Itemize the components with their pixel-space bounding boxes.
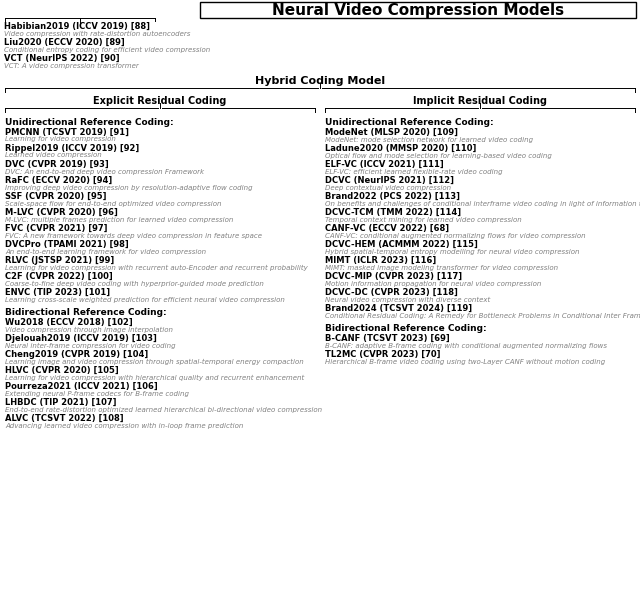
Text: DCVC-DC (CVPR 2023) [118]: DCVC-DC (CVPR 2023) [118] bbox=[325, 288, 458, 297]
Text: Ladune2020 (MMSP 2020) [110]: Ladune2020 (MMSP 2020) [110] bbox=[325, 144, 476, 153]
Text: VCT: A video compression transformer: VCT: A video compression transformer bbox=[4, 63, 139, 69]
Text: Advancing learned video compression with in-loop frame prediction: Advancing learned video compression with… bbox=[5, 422, 243, 429]
Text: ModeNet: mode selection network for learned video coding: ModeNet: mode selection network for lear… bbox=[325, 136, 533, 142]
Text: Conditional entropy coding for efficient video compression: Conditional entropy coding for efficient… bbox=[4, 47, 211, 53]
Text: VCT (NeurIPS 2022) [90]: VCT (NeurIPS 2022) [90] bbox=[4, 54, 120, 63]
Text: Learning image and video compression through spatial-temporal energy compaction: Learning image and video compression thr… bbox=[5, 359, 304, 365]
Text: Wu2018 (ECCV 2018) [102]: Wu2018 (ECCV 2018) [102] bbox=[5, 318, 132, 327]
Text: FVC (CVPR 2021) [97]: FVC (CVPR 2021) [97] bbox=[5, 224, 108, 233]
Text: Learning cross-scale weighted prediction for efficient neural video compression: Learning cross-scale weighted prediction… bbox=[5, 297, 285, 303]
Text: Hierarchical B-frame video coding using two-Layer CANF without motion coding: Hierarchical B-frame video coding using … bbox=[325, 359, 605, 365]
Text: B-CANF (TCSVT 2023) [69]: B-CANF (TCSVT 2023) [69] bbox=[325, 334, 450, 343]
Text: Deep contextual video compression: Deep contextual video compression bbox=[325, 184, 451, 190]
Text: Neural inter-frame compression for video coding: Neural inter-frame compression for video… bbox=[5, 343, 175, 349]
Text: MIMT (ICLR 2023) [116]: MIMT (ICLR 2023) [116] bbox=[325, 256, 436, 265]
Text: B-CANF: adaptive B-frame coding with conditional augmented normalizing flows: B-CANF: adaptive B-frame coding with con… bbox=[325, 343, 607, 349]
Text: DCVC-HEM (ACMMM 2022) [115]: DCVC-HEM (ACMMM 2022) [115] bbox=[325, 240, 478, 249]
Text: Explicit Residual Coding: Explicit Residual Coding bbox=[93, 96, 227, 106]
Text: Brand2022 (PCS 2022) [113]: Brand2022 (PCS 2022) [113] bbox=[325, 192, 460, 201]
Text: ELF-VC (ICCV 2021) [111]: ELF-VC (ICCV 2021) [111] bbox=[325, 160, 444, 169]
Text: C2F (CVPR 2022) [100]: C2F (CVPR 2022) [100] bbox=[5, 272, 113, 281]
Text: DCVC-MIP (CVPR 2023) [117]: DCVC-MIP (CVPR 2023) [117] bbox=[325, 272, 462, 281]
Text: M-LVC (CVPR 2020) [96]: M-LVC (CVPR 2020) [96] bbox=[5, 208, 118, 217]
Text: RaFC (ECCV 2020) [94]: RaFC (ECCV 2020) [94] bbox=[5, 176, 112, 185]
Text: Implicit Residual Coding: Implicit Residual Coding bbox=[413, 96, 547, 106]
Text: Motion information propagation for neural video compression: Motion information propagation for neura… bbox=[325, 281, 541, 287]
Text: ELF-VC: efficient learned flexible-rate video coding: ELF-VC: efficient learned flexible-rate … bbox=[325, 168, 502, 174]
FancyBboxPatch shape bbox=[200, 2, 636, 18]
Text: Rippel2019 (ICCV 2019) [92]: Rippel2019 (ICCV 2019) [92] bbox=[5, 144, 140, 153]
Text: Habibian2019 (ICCV 2019) [88]: Habibian2019 (ICCV 2019) [88] bbox=[4, 22, 150, 31]
Text: DVC (CVPR 2019) [93]: DVC (CVPR 2019) [93] bbox=[5, 160, 109, 169]
Text: Video compression through image interpolation: Video compression through image interpol… bbox=[5, 327, 173, 333]
Text: ALVC (TCSVT 2022) [108]: ALVC (TCSVT 2022) [108] bbox=[5, 414, 124, 423]
Text: An end-to-end learning framework for video compression: An end-to-end learning framework for vid… bbox=[5, 249, 206, 255]
Text: ModeNet (MLSP 2020) [109]: ModeNet (MLSP 2020) [109] bbox=[325, 128, 458, 137]
Text: Unidirectional Reference Coding:: Unidirectional Reference Coding: bbox=[325, 118, 493, 127]
Text: Scale-space flow for end-to-end optimized video compression: Scale-space flow for end-to-end optimize… bbox=[5, 201, 221, 206]
Text: DVC: An end-to-end deep video compression Framework: DVC: An end-to-end deep video compressio… bbox=[5, 168, 204, 174]
Text: Unidirectional Reference Coding:: Unidirectional Reference Coding: bbox=[5, 118, 173, 127]
Text: HLVC (CVPR 2020) [105]: HLVC (CVPR 2020) [105] bbox=[5, 366, 119, 375]
Text: Optical flow and mode selection for learning-based video coding: Optical flow and mode selection for lear… bbox=[325, 152, 552, 158]
Text: End-to-end rate-distortion optimized learned hierarchical bi-directional video c: End-to-end rate-distortion optimized lea… bbox=[5, 406, 322, 413]
Text: Learned video compression: Learned video compression bbox=[5, 152, 102, 158]
Text: DCVC (NeurIPS 2021) [112]: DCVC (NeurIPS 2021) [112] bbox=[325, 176, 454, 185]
Text: CANF-VC: conditional augmented normalizing flows for video compression: CANF-VC: conditional augmented normalizi… bbox=[325, 233, 586, 239]
Text: Coarse-to-fine deep video coding with hyperprior-guided mode prediction: Coarse-to-fine deep video coding with hy… bbox=[5, 281, 264, 287]
Text: Learning for video compression: Learning for video compression bbox=[5, 136, 116, 142]
Text: SSF (CVPR 2020) [95]: SSF (CVPR 2020) [95] bbox=[5, 192, 106, 201]
Text: LHBDC (TIP 2021) [107]: LHBDC (TIP 2021) [107] bbox=[5, 398, 116, 407]
Text: MIMT: masked image modeling transformer for video compression: MIMT: masked image modeling transformer … bbox=[325, 265, 558, 271]
Text: RLVC (JSTSP 2021) [99]: RLVC (JSTSP 2021) [99] bbox=[5, 256, 115, 265]
Text: ENVC (TIP 2023) [101]: ENVC (TIP 2023) [101] bbox=[5, 288, 110, 297]
Text: PMCNN (TCSVT 2019) [91]: PMCNN (TCSVT 2019) [91] bbox=[5, 128, 129, 137]
Text: Learning for video compression with hierarchical quality and recurrent enhanceme: Learning for video compression with hier… bbox=[5, 375, 304, 381]
Text: Video compression with rate-distortion autoencoders: Video compression with rate-distortion a… bbox=[4, 31, 190, 37]
Text: Pourreza2021 (ICCV 2021) [106]: Pourreza2021 (ICCV 2021) [106] bbox=[5, 382, 157, 391]
Text: Improving deep video compression by resolution-adaptive flow coding: Improving deep video compression by reso… bbox=[5, 184, 253, 190]
Text: TL2MC (CVPR 2023) [70]: TL2MC (CVPR 2023) [70] bbox=[325, 350, 440, 359]
Text: Djelouah2019 (ICCV 2019) [103]: Djelouah2019 (ICCV 2019) [103] bbox=[5, 334, 157, 343]
Text: Conditional Residual Coding: A Remedy for Bottleneck Problems in Conditional Int: Conditional Residual Coding: A Remedy fo… bbox=[325, 313, 640, 319]
Text: DCVC-TCM (TMM 2022) [114]: DCVC-TCM (TMM 2022) [114] bbox=[325, 208, 461, 217]
Text: CANF-VC (ECCV 2022) [68]: CANF-VC (ECCV 2022) [68] bbox=[325, 224, 449, 233]
Text: Liu2020 (ECCV 2020) [89]: Liu2020 (ECCV 2020) [89] bbox=[4, 38, 125, 47]
Text: Hybrid spatial-temporal entropy modelling for neural video compression: Hybrid spatial-temporal entropy modellin… bbox=[325, 249, 579, 255]
Text: M-LVC: multiple frames prediction for learned video compression: M-LVC: multiple frames prediction for le… bbox=[5, 217, 234, 223]
Text: Learning for video compression with recurrent auto-Encoder and recurrent probabi: Learning for video compression with recu… bbox=[5, 265, 308, 271]
Text: On benefits and challenges of conditional interframe video coding in light of in: On benefits and challenges of conditiona… bbox=[325, 201, 640, 206]
Text: Cheng2019 (CVPR 2019) [104]: Cheng2019 (CVPR 2019) [104] bbox=[5, 350, 148, 359]
Text: Hybrid Coding Model: Hybrid Coding Model bbox=[255, 76, 385, 86]
Text: FVC: A new framework towards deep video compression in feature space: FVC: A new framework towards deep video … bbox=[5, 233, 262, 239]
Text: Bidirectional Reference Coding:: Bidirectional Reference Coding: bbox=[325, 324, 486, 333]
Text: Brand2024 (TCSVT 2024) [119]: Brand2024 (TCSVT 2024) [119] bbox=[325, 304, 472, 313]
Text: Neural video compression with diverse context: Neural video compression with diverse co… bbox=[325, 297, 490, 303]
Text: Neural Video Compression Models: Neural Video Compression Models bbox=[272, 2, 564, 18]
Text: Extending neural P-frame codecs for B-frame coding: Extending neural P-frame codecs for B-fr… bbox=[5, 391, 189, 397]
Text: Bidirectional Reference Coding:: Bidirectional Reference Coding: bbox=[5, 308, 166, 317]
Text: Temporal context mining for learned video compression: Temporal context mining for learned vide… bbox=[325, 217, 522, 223]
Text: DVCPro (TPAMI 2021) [98]: DVCPro (TPAMI 2021) [98] bbox=[5, 240, 129, 249]
